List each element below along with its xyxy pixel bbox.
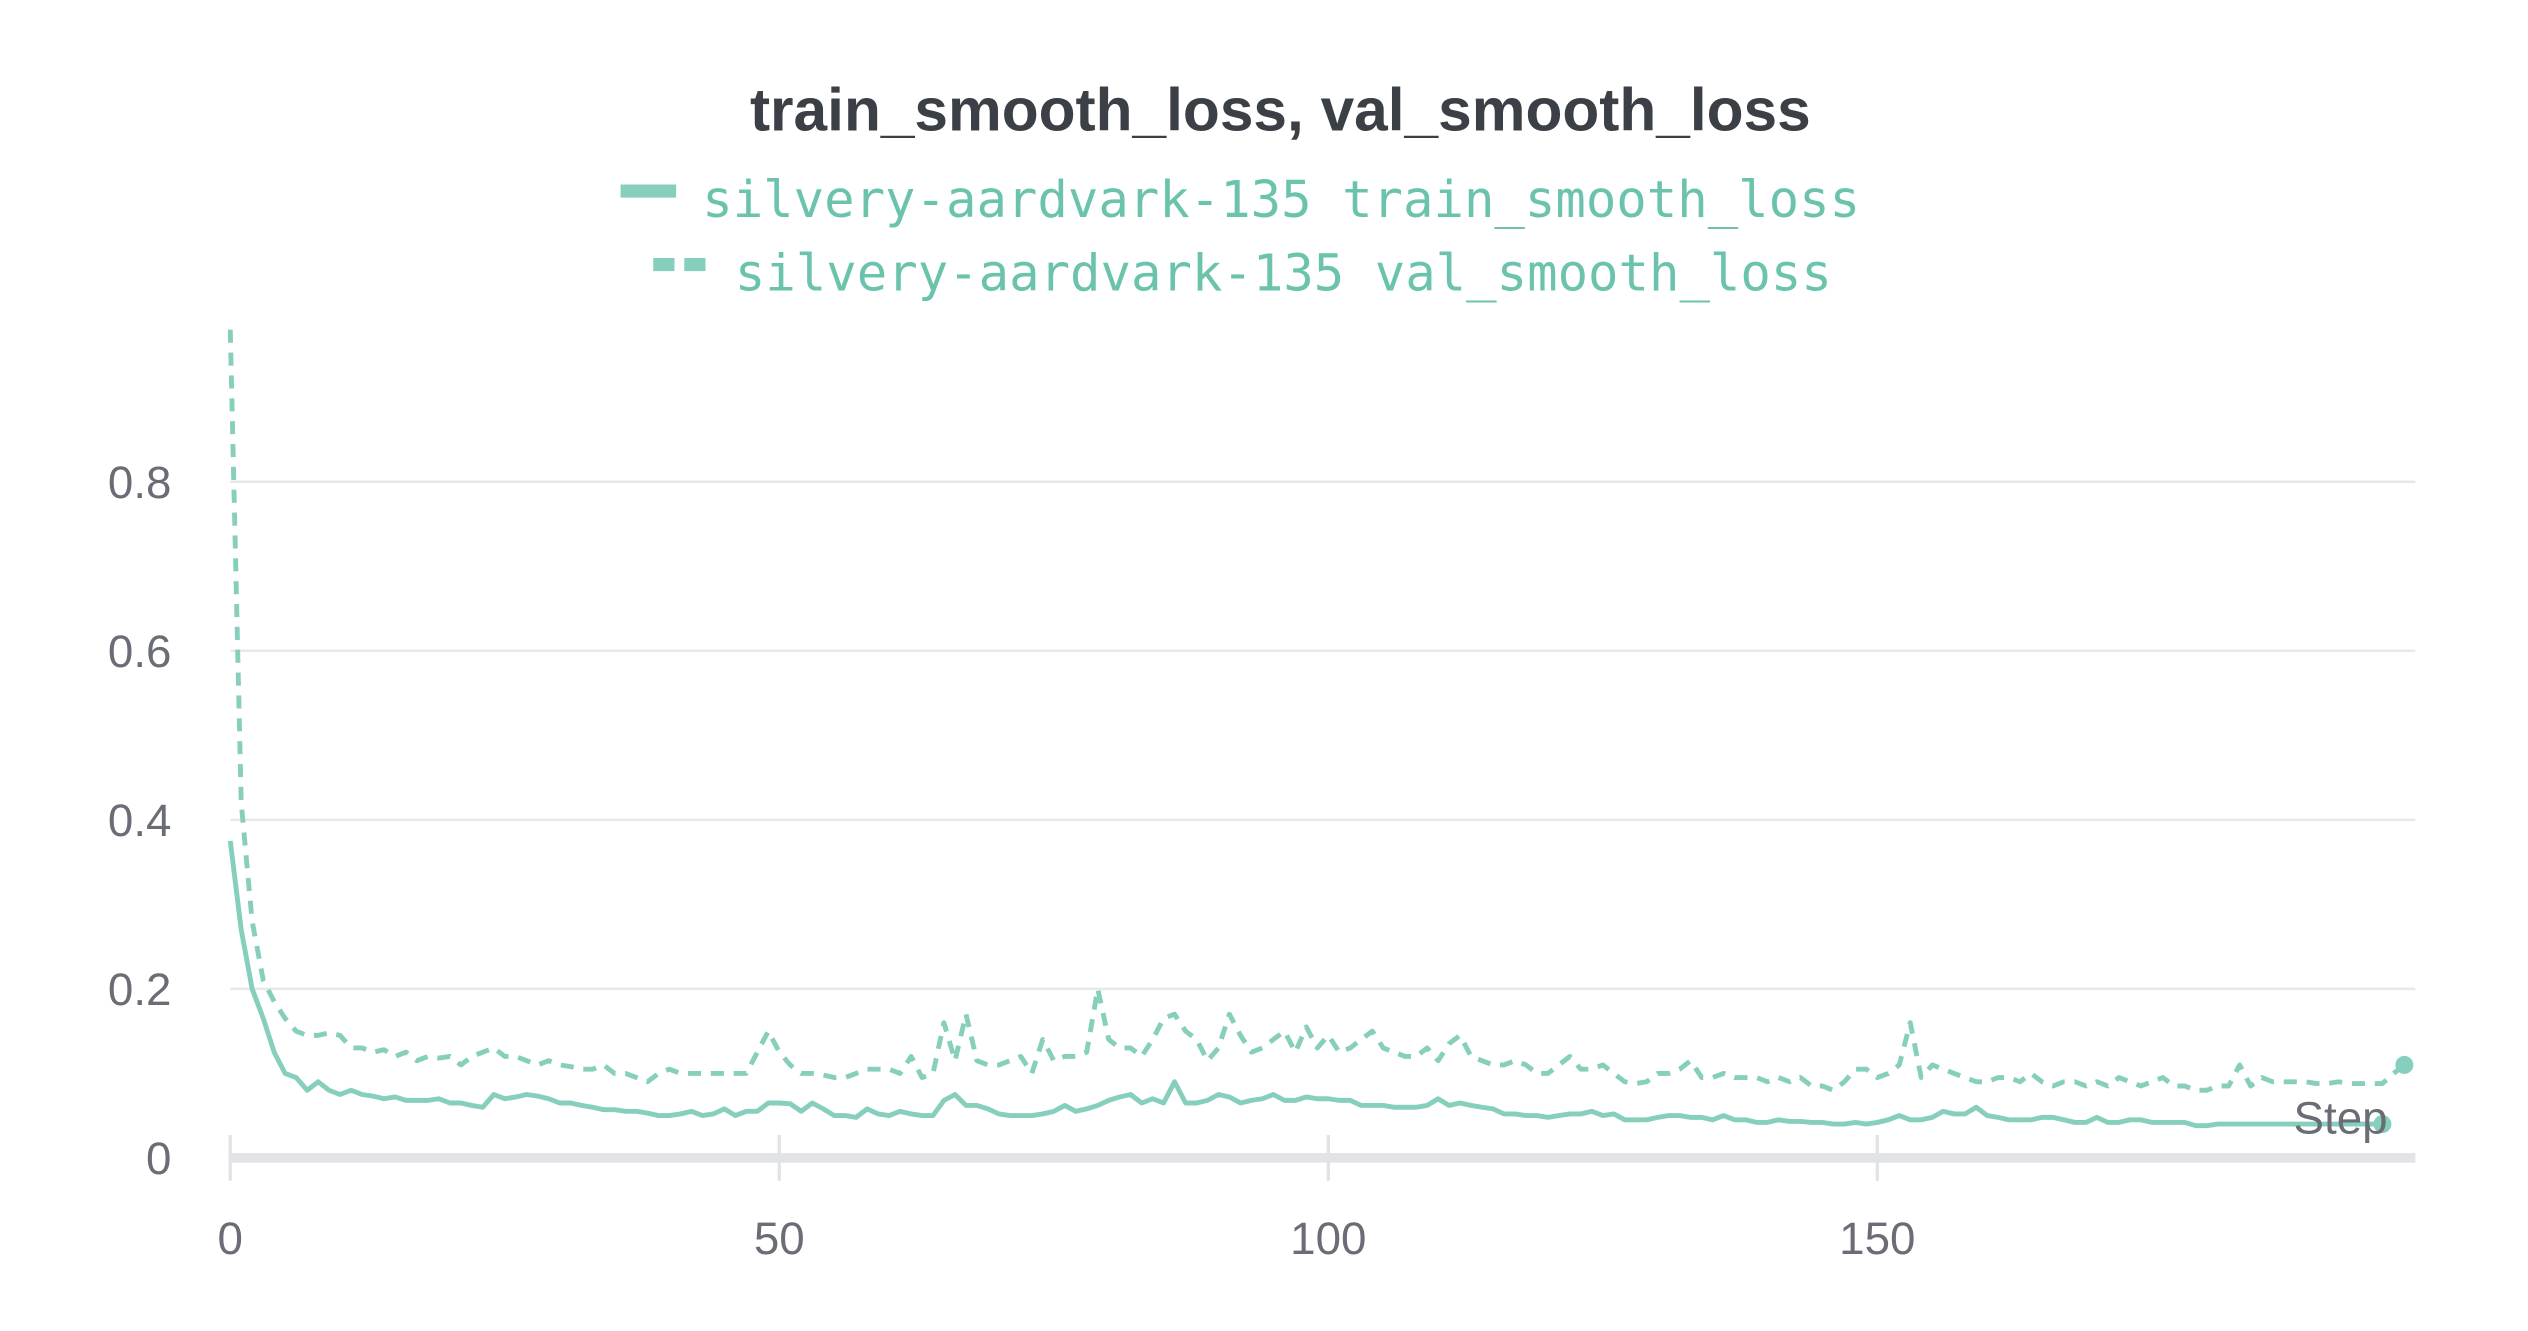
series-end-point-train bbox=[2373, 1115, 2392, 1134]
legend-label-train: silvery-aardvark-135 train_smooth_loss bbox=[702, 170, 1860, 229]
series-end-point-val bbox=[2395, 1055, 2414, 1074]
legend-item-train[interactable]: silvery-aardvark-135 train_smooth_loss bbox=[620, 170, 1860, 229]
series-line-train[interactable] bbox=[227, 840, 2383, 1129]
legend-label-val: silvery-aardvark-135 val_smooth_loss bbox=[735, 244, 1832, 303]
y-tick-label: 0 bbox=[146, 1133, 171, 1184]
chart-title: train_smooth_loss, val_smooth_loss bbox=[750, 76, 1811, 144]
x-axis-title: Step bbox=[2294, 1092, 2388, 1143]
y-tick-label: 0.6 bbox=[108, 626, 172, 677]
legend-item-val[interactable]: silvery-aardvark-135 val_smooth_loss bbox=[653, 244, 1832, 303]
end-markers bbox=[2373, 1055, 2414, 1134]
x-tick-label: 150 bbox=[1839, 1213, 1915, 1264]
legend: silvery-aardvark-135 train_smooth_loss s… bbox=[620, 170, 1860, 303]
series-layer bbox=[227, 329, 2406, 1129]
gridlines bbox=[230, 480, 2416, 991]
x-tick-label: 50 bbox=[754, 1213, 805, 1264]
y-tick-label: 0.4 bbox=[108, 795, 172, 846]
x-tick-label: 100 bbox=[1290, 1213, 1366, 1264]
axes: 0 0.2 0.4 0.6 0.8 0 50 100 150 bbox=[108, 457, 2416, 1264]
y-tick-label: 0.8 bbox=[108, 457, 172, 508]
series-line-val[interactable] bbox=[227, 329, 2406, 1093]
y-tick-label: 0.2 bbox=[108, 964, 172, 1015]
x-tick-label: 0 bbox=[218, 1213, 243, 1264]
